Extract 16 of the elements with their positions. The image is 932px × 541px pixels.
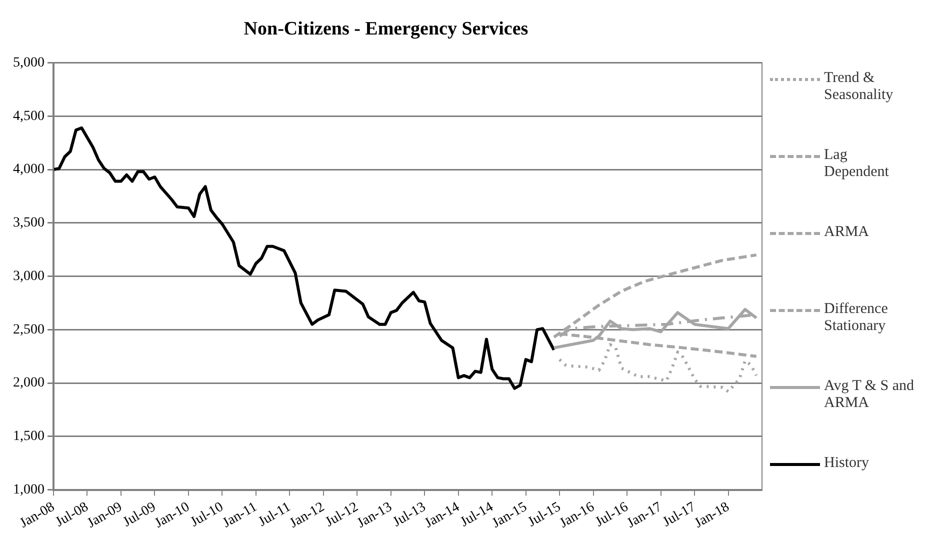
y-tick-label: 2,500 xyxy=(13,322,44,338)
y-tick-label: 5,000 xyxy=(13,55,44,70)
y-tick-label: 3,000 xyxy=(13,268,44,284)
legend-label: Avg T & S and ARMA xyxy=(824,378,914,412)
legend-label: Trend & Seasonality xyxy=(824,70,894,104)
legend-label: ARMA xyxy=(824,224,870,241)
y-tick-label: 3,500 xyxy=(13,216,44,231)
legend-label: History xyxy=(824,455,870,472)
y-tick-label: 1,000 xyxy=(13,482,44,498)
chart-title: Non-Citizens - Emergency Services xyxy=(244,18,528,40)
y-tick-label: 4,500 xyxy=(13,108,44,124)
legend-label: Lag Dependent xyxy=(824,147,890,181)
y-tick-label: 4,000 xyxy=(13,162,44,178)
y-tick-label: 1,500 xyxy=(13,429,44,444)
y-tick-label: 2,000 xyxy=(13,376,44,391)
legend-label: Difference Stationary xyxy=(824,301,889,335)
